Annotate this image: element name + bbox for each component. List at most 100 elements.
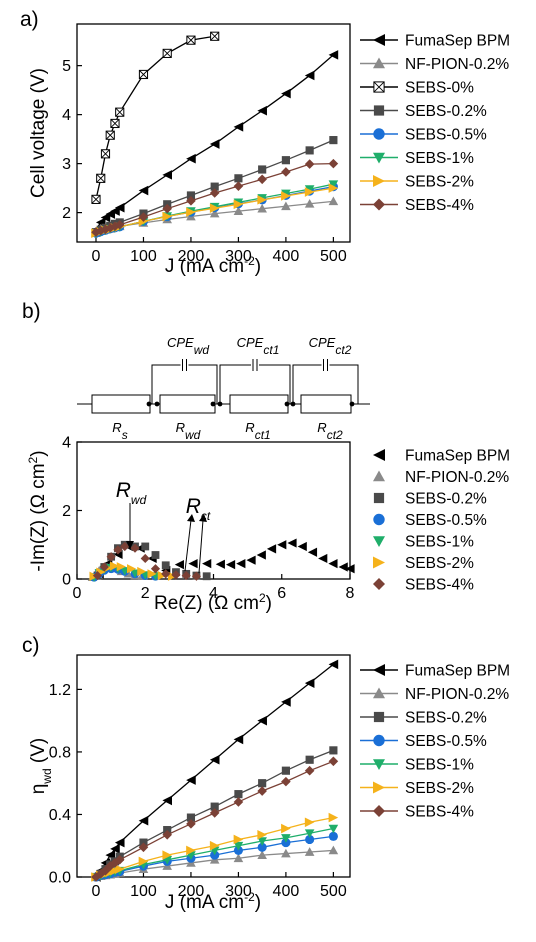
data-point bbox=[329, 136, 338, 145]
data-point bbox=[236, 558, 246, 569]
c-xtick-label: 400 bbox=[273, 883, 300, 900]
data-point bbox=[304, 765, 315, 776]
series-nf-pion-0-2pct bbox=[91, 196, 339, 238]
data-point bbox=[246, 555, 256, 565]
data-point bbox=[105, 222, 116, 233]
legend-label-sebs-0pct: SEBS-0% bbox=[405, 80, 474, 97]
data-point bbox=[281, 88, 291, 99]
data-point bbox=[257, 195, 267, 205]
data-point bbox=[305, 146, 314, 155]
data-point bbox=[116, 562, 126, 572]
data-point bbox=[281, 167, 291, 177]
data-point bbox=[186, 153, 196, 164]
legend-label-sebs-1pct: SEBS-1% bbox=[405, 757, 474, 774]
legend-marker bbox=[373, 470, 385, 482]
circuit-node bbox=[146, 401, 152, 407]
legend-label-sebs-0-2pct: SEBS-0.2% bbox=[405, 710, 487, 727]
data-point bbox=[257, 174, 267, 185]
equivalent-circuit: CPEwd CPEct1 CPEct2 Rs Rwd Rct1 Rct2 bbox=[77, 335, 370, 442]
data-point bbox=[304, 187, 315, 197]
a-xtick-label: 0 bbox=[92, 248, 101, 265]
data-point bbox=[233, 853, 244, 863]
c-ytick-label: 0.8 bbox=[49, 744, 71, 761]
data-point bbox=[318, 553, 328, 564]
c-ytick-label: 0.0 bbox=[49, 870, 71, 887]
data-point bbox=[130, 543, 140, 553]
data-point bbox=[209, 188, 220, 198]
series-sebs-0pct bbox=[91, 31, 220, 204]
legend-marker bbox=[373, 492, 385, 504]
data-point bbox=[210, 182, 219, 191]
data-point bbox=[138, 815, 149, 826]
legend-marker bbox=[373, 687, 385, 699]
data-point bbox=[281, 823, 291, 834]
data-point bbox=[191, 571, 202, 581]
legend-marker bbox=[373, 781, 385, 794]
data-point bbox=[202, 558, 212, 569]
c-xtick-label: 500 bbox=[320, 883, 347, 900]
data-point bbox=[215, 559, 225, 569]
legend-marker bbox=[373, 34, 385, 46]
data-point bbox=[233, 122, 244, 132]
x-axis-label-b: Re(Z) (Ω cm2) bbox=[154, 591, 272, 614]
data-point bbox=[307, 547, 318, 557]
cpe-ct1-label: CPEct1 bbox=[237, 335, 280, 357]
legend-label-sebs-0-5pct: SEBS-0.5% bbox=[405, 733, 487, 750]
data-point bbox=[329, 746, 338, 755]
panel-c: c) 0 100 200 300 400 500 0.0 0.4 0.8 1.2 J (mA cm-2… bbox=[22, 634, 510, 913]
data-point bbox=[287, 538, 297, 548]
data-point bbox=[281, 848, 291, 858]
legend-label-sebs-2pct: SEBS-2% bbox=[405, 780, 474, 797]
annotation-r-wd: Rwd bbox=[116, 479, 147, 507]
data-point bbox=[304, 817, 315, 828]
series-sebs-4pct bbox=[91, 158, 339, 238]
data-point bbox=[157, 570, 167, 581]
data-point bbox=[328, 812, 339, 823]
circuit-node bbox=[284, 401, 290, 407]
data-point bbox=[110, 858, 120, 868]
data-point bbox=[209, 208, 220, 218]
data-point bbox=[106, 552, 116, 562]
legend-label-fumasep-bpm: FumaSep BPM bbox=[405, 33, 510, 50]
annotation-arrow bbox=[184, 519, 192, 572]
data-point bbox=[281, 776, 291, 787]
y-axis-label-b: -Im(Z) (Ω cm2) bbox=[26, 450, 49, 571]
c-xtick-label: 300 bbox=[225, 883, 252, 900]
data-point bbox=[209, 808, 220, 818]
data-point bbox=[328, 183, 339, 193]
data-point bbox=[258, 779, 267, 788]
data-point bbox=[304, 678, 315, 688]
data-point bbox=[150, 564, 161, 574]
data-point bbox=[171, 570, 181, 580]
y-axis-label-c: ηwd (V) bbox=[28, 738, 54, 795]
data-point bbox=[186, 35, 196, 45]
legend-label-sebs-0-2pct: SEBS-0.2% bbox=[405, 103, 487, 120]
legend-marker bbox=[373, 128, 385, 140]
data-point bbox=[162, 170, 173, 180]
legend-marker bbox=[373, 759, 385, 770]
data-point bbox=[305, 755, 314, 764]
legend-marker bbox=[373, 152, 385, 164]
data-point bbox=[91, 872, 101, 882]
series-sebs-4pct bbox=[91, 756, 339, 882]
a-xtick-label: 300 bbox=[225, 248, 252, 265]
data-point bbox=[257, 829, 267, 840]
data-point bbox=[174, 560, 184, 570]
data-point bbox=[186, 196, 196, 206]
data-point bbox=[162, 211, 173, 222]
x-axis-label-c: J (mA cm-2) bbox=[165, 890, 261, 913]
data-point bbox=[202, 572, 211, 581]
data-point bbox=[114, 864, 125, 874]
b-xtick-label: 4 bbox=[209, 585, 218, 602]
legend-marker bbox=[373, 198, 385, 211]
data-point bbox=[114, 220, 125, 230]
data-point bbox=[233, 206, 244, 215]
data-point bbox=[297, 541, 307, 552]
data-point bbox=[110, 118, 120, 129]
legend-label-fumasep-bpm: FumaSep BPM bbox=[405, 663, 510, 680]
data-point bbox=[151, 551, 160, 559]
legend-label-sebs-4pct: SEBS-4% bbox=[405, 804, 474, 821]
legend-label-sebs-1pct: SEBS-1% bbox=[405, 534, 474, 551]
data-point bbox=[114, 202, 125, 213]
data-point bbox=[233, 841, 244, 851]
